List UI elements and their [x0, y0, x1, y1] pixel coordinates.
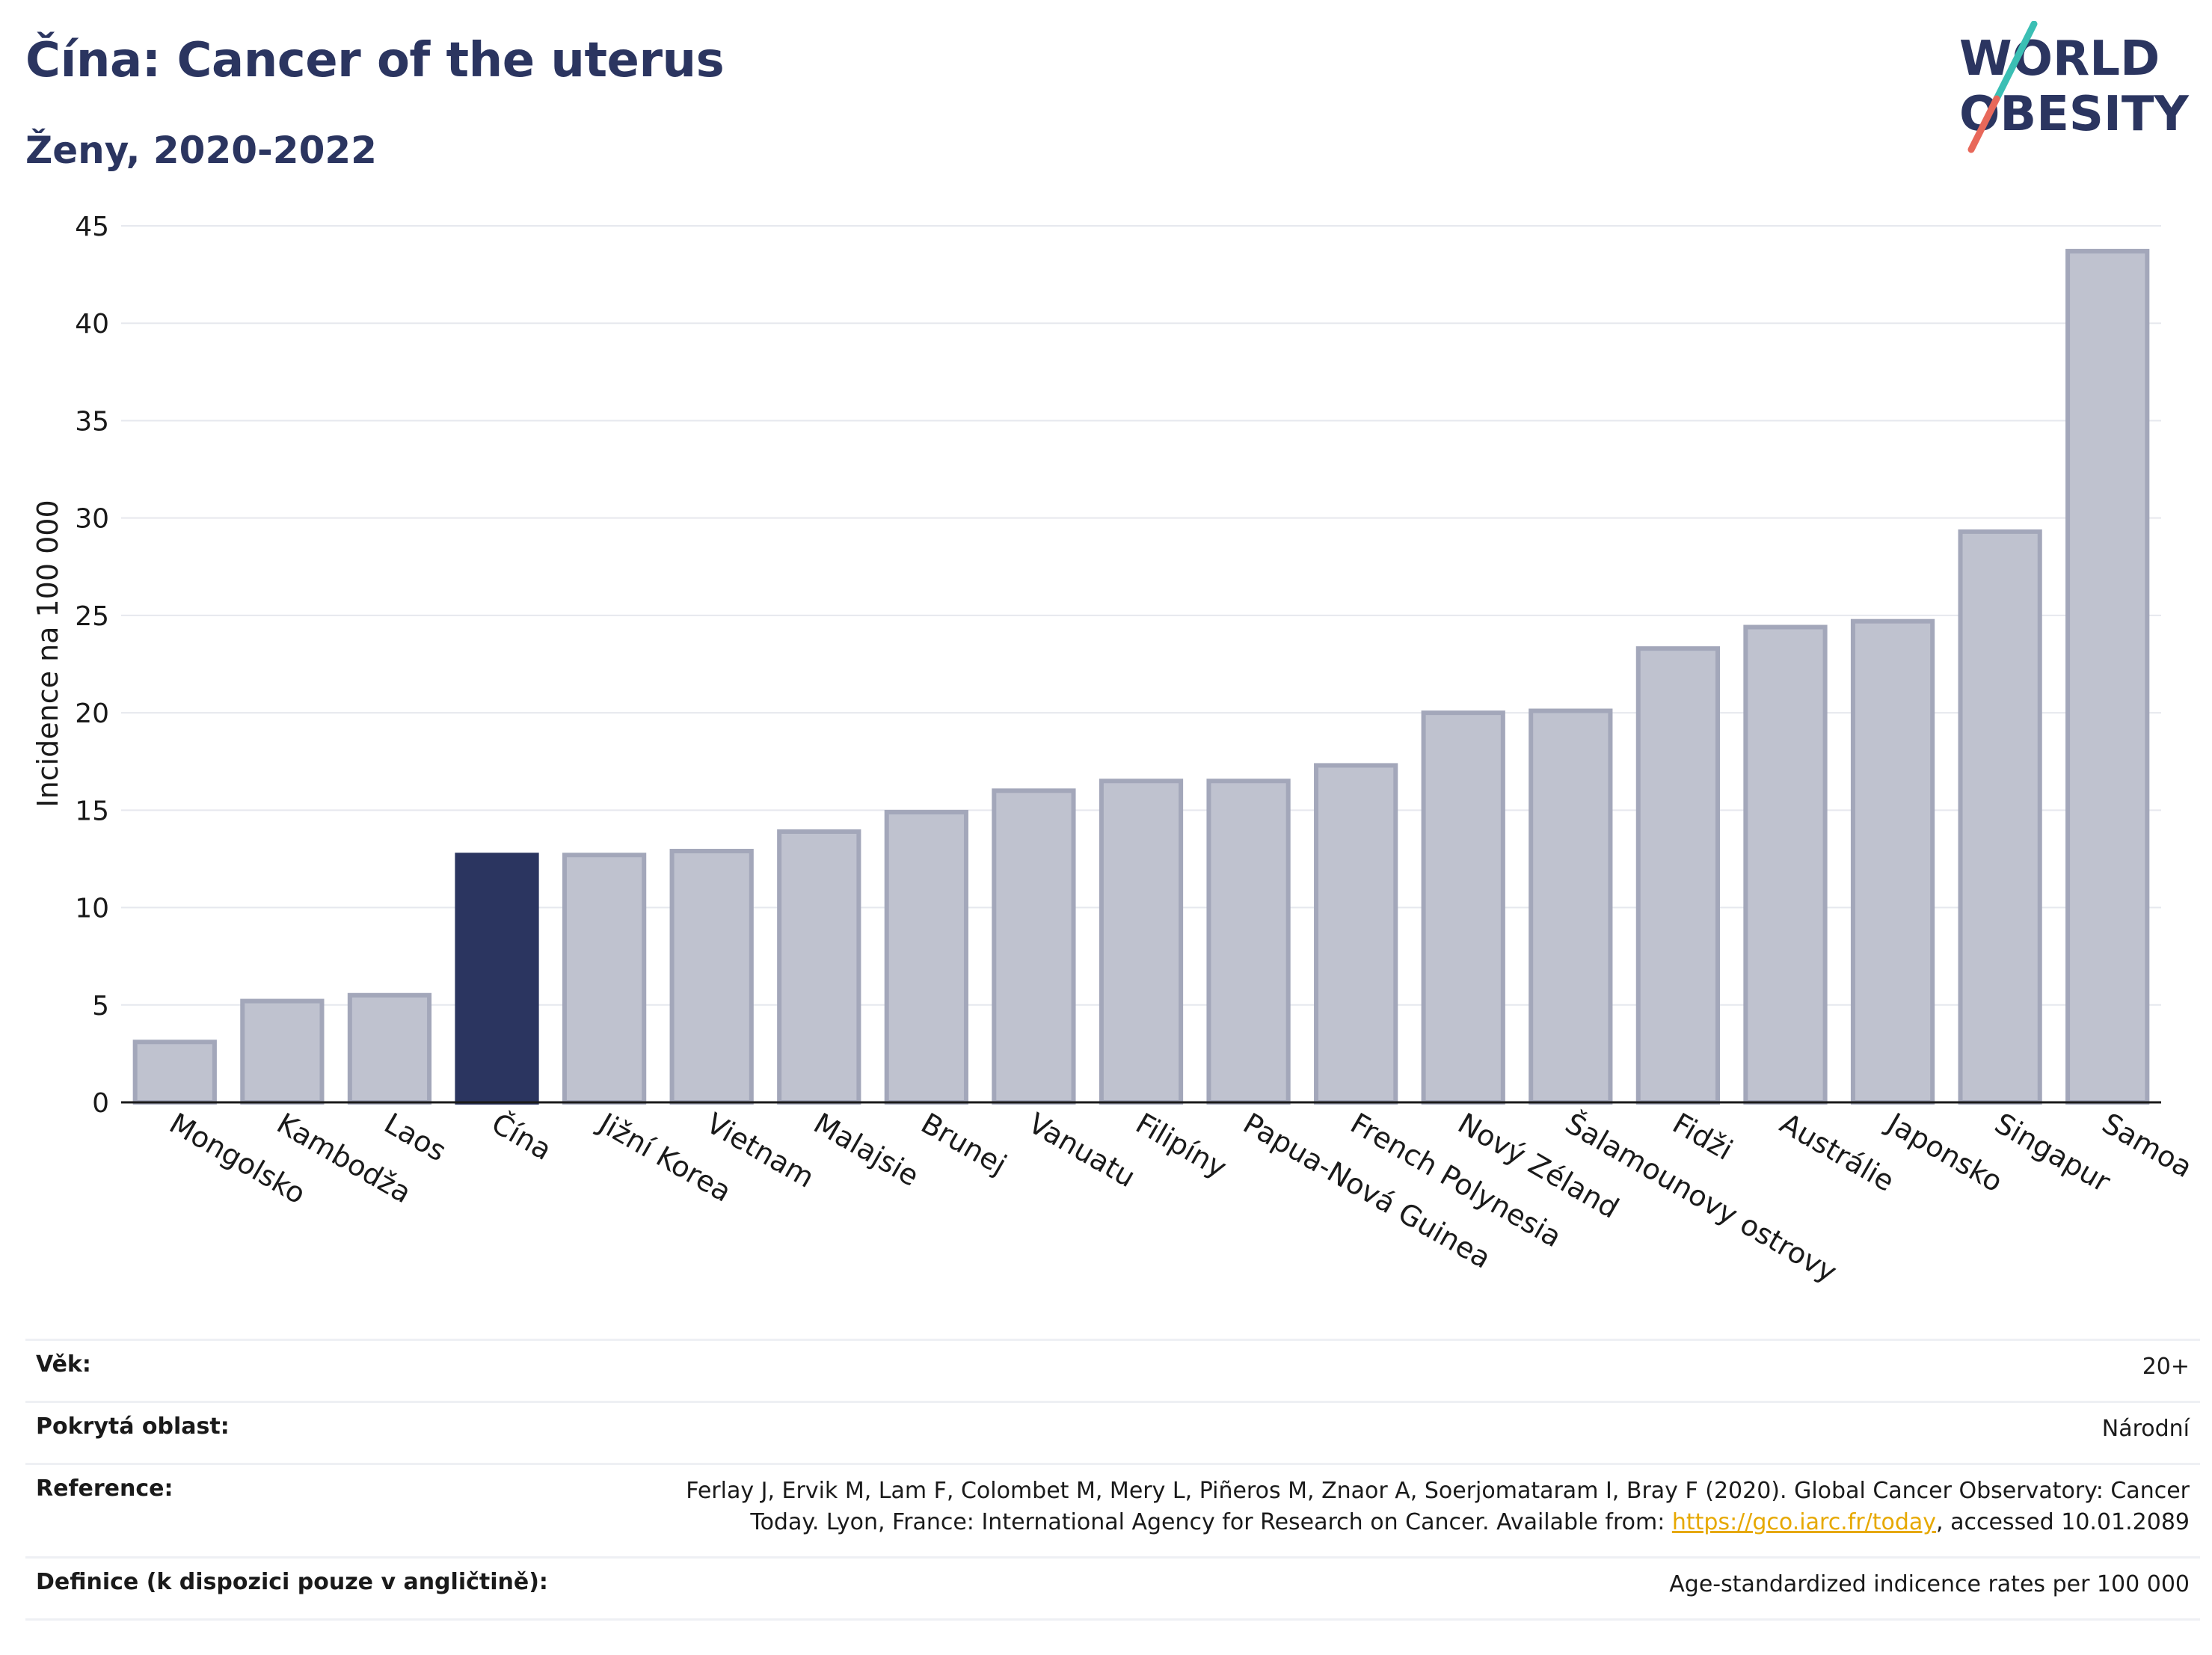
page-subtitle: Ženy, 2020-2022 [25, 129, 377, 172]
x-tick-label: Austrálie [1775, 1107, 1900, 1198]
age-value: 20+ [2142, 1354, 2190, 1380]
bar [992, 788, 1076, 1105]
bar [777, 829, 861, 1105]
coverage-value: Národní [2101, 1416, 2190, 1442]
bar [240, 998, 325, 1105]
reference-link[interactable]: https://gco.iarc.fr/today [1671, 1509, 1937, 1535]
y-tick-label: 25 [75, 601, 109, 632]
info-row-coverage: Pokrytá oblast: Národní [25, 1401, 2200, 1463]
x-tick-label: Fidži [1667, 1107, 1738, 1167]
info-bottom-divider [25, 1618, 2200, 1621]
x-tick-label: Brunej [915, 1107, 1012, 1182]
y-tick-label: 20 [75, 698, 109, 729]
x-tick-label: Čína [486, 1107, 557, 1167]
bar [455, 853, 539, 1105]
y-tick-label: 45 [75, 212, 109, 242]
y-tick-label: 5 [92, 991, 109, 1022]
y-tick-label: 15 [75, 796, 109, 826]
y-tick-label: 40 [75, 309, 109, 340]
reference-label: Reference: [36, 1476, 173, 1502]
bar [2065, 248, 2150, 1105]
info-row-reference: Reference: Ferlay J, Ervik M, Lam F, Col… [25, 1463, 2200, 1556]
info-table: Věk: 20+ Pokrytá oblast: Národní Referen… [25, 1339, 2200, 1621]
bar [1421, 710, 1505, 1105]
y-tick-label: 10 [75, 894, 109, 924]
bar [562, 853, 647, 1105]
x-tick-label: Vanuatu [1023, 1107, 1141, 1194]
coverage-label: Pokrytá oblast: [36, 1413, 230, 1440]
bar [1529, 708, 1613, 1105]
bar [669, 849, 754, 1105]
bar [1958, 529, 2042, 1105]
x-tick-label: Filipíny [1131, 1107, 1232, 1185]
info-row-age: Věk: 20+ [25, 1339, 2200, 1401]
reference-text-2: Today. Lyon, France: International Agenc… [750, 1509, 1665, 1535]
bar [347, 992, 432, 1105]
bar [884, 809, 968, 1105]
logo-slash-teal [1993, 21, 2038, 102]
bar [1743, 624, 1828, 1105]
definition-value: Age-standardized indicence rates per 100… [1669, 1571, 2190, 1597]
reference-value: Ferlay J, Ervik M, Lam F, Colombet M, Me… [686, 1476, 2190, 1538]
reference-text-3: , accessed 10.01.2089 [1936, 1509, 2190, 1535]
bar [1635, 646, 1721, 1105]
bar [132, 1040, 217, 1105]
x-tick-label: Singapur [1989, 1107, 2116, 1199]
bar [1206, 779, 1291, 1105]
x-tick-label: Japonsko [1881, 1106, 2009, 1199]
bar [1314, 763, 1398, 1105]
logo-slash-red [1967, 95, 2000, 153]
x-tick-label: Laos [378, 1107, 452, 1168]
age-label: Věk: [36, 1351, 91, 1378]
definition-label: Definice (k dispozici pouze v angličtině… [36, 1569, 548, 1595]
y-tick-label: 30 [75, 504, 109, 535]
bar [1099, 779, 1184, 1105]
logo-line1: WORLD [1959, 31, 2160, 87]
world-obesity-logo: WORLD OBESITY [1959, 21, 2189, 153]
page-title: Čína: Cancer of the uterus [25, 33, 725, 88]
bar [1850, 618, 1935, 1105]
x-tick-label: Malajsie [808, 1107, 925, 1193]
reference-text-1: Ferlay J, Ervik M, Lam F, Colombet M, Me… [686, 1478, 2190, 1504]
info-row-definition: Definice (k dispozici pouze v angličtině… [25, 1556, 2200, 1618]
y-tick-label: 35 [75, 406, 109, 437]
y-tick-label: 0 [92, 1088, 109, 1119]
